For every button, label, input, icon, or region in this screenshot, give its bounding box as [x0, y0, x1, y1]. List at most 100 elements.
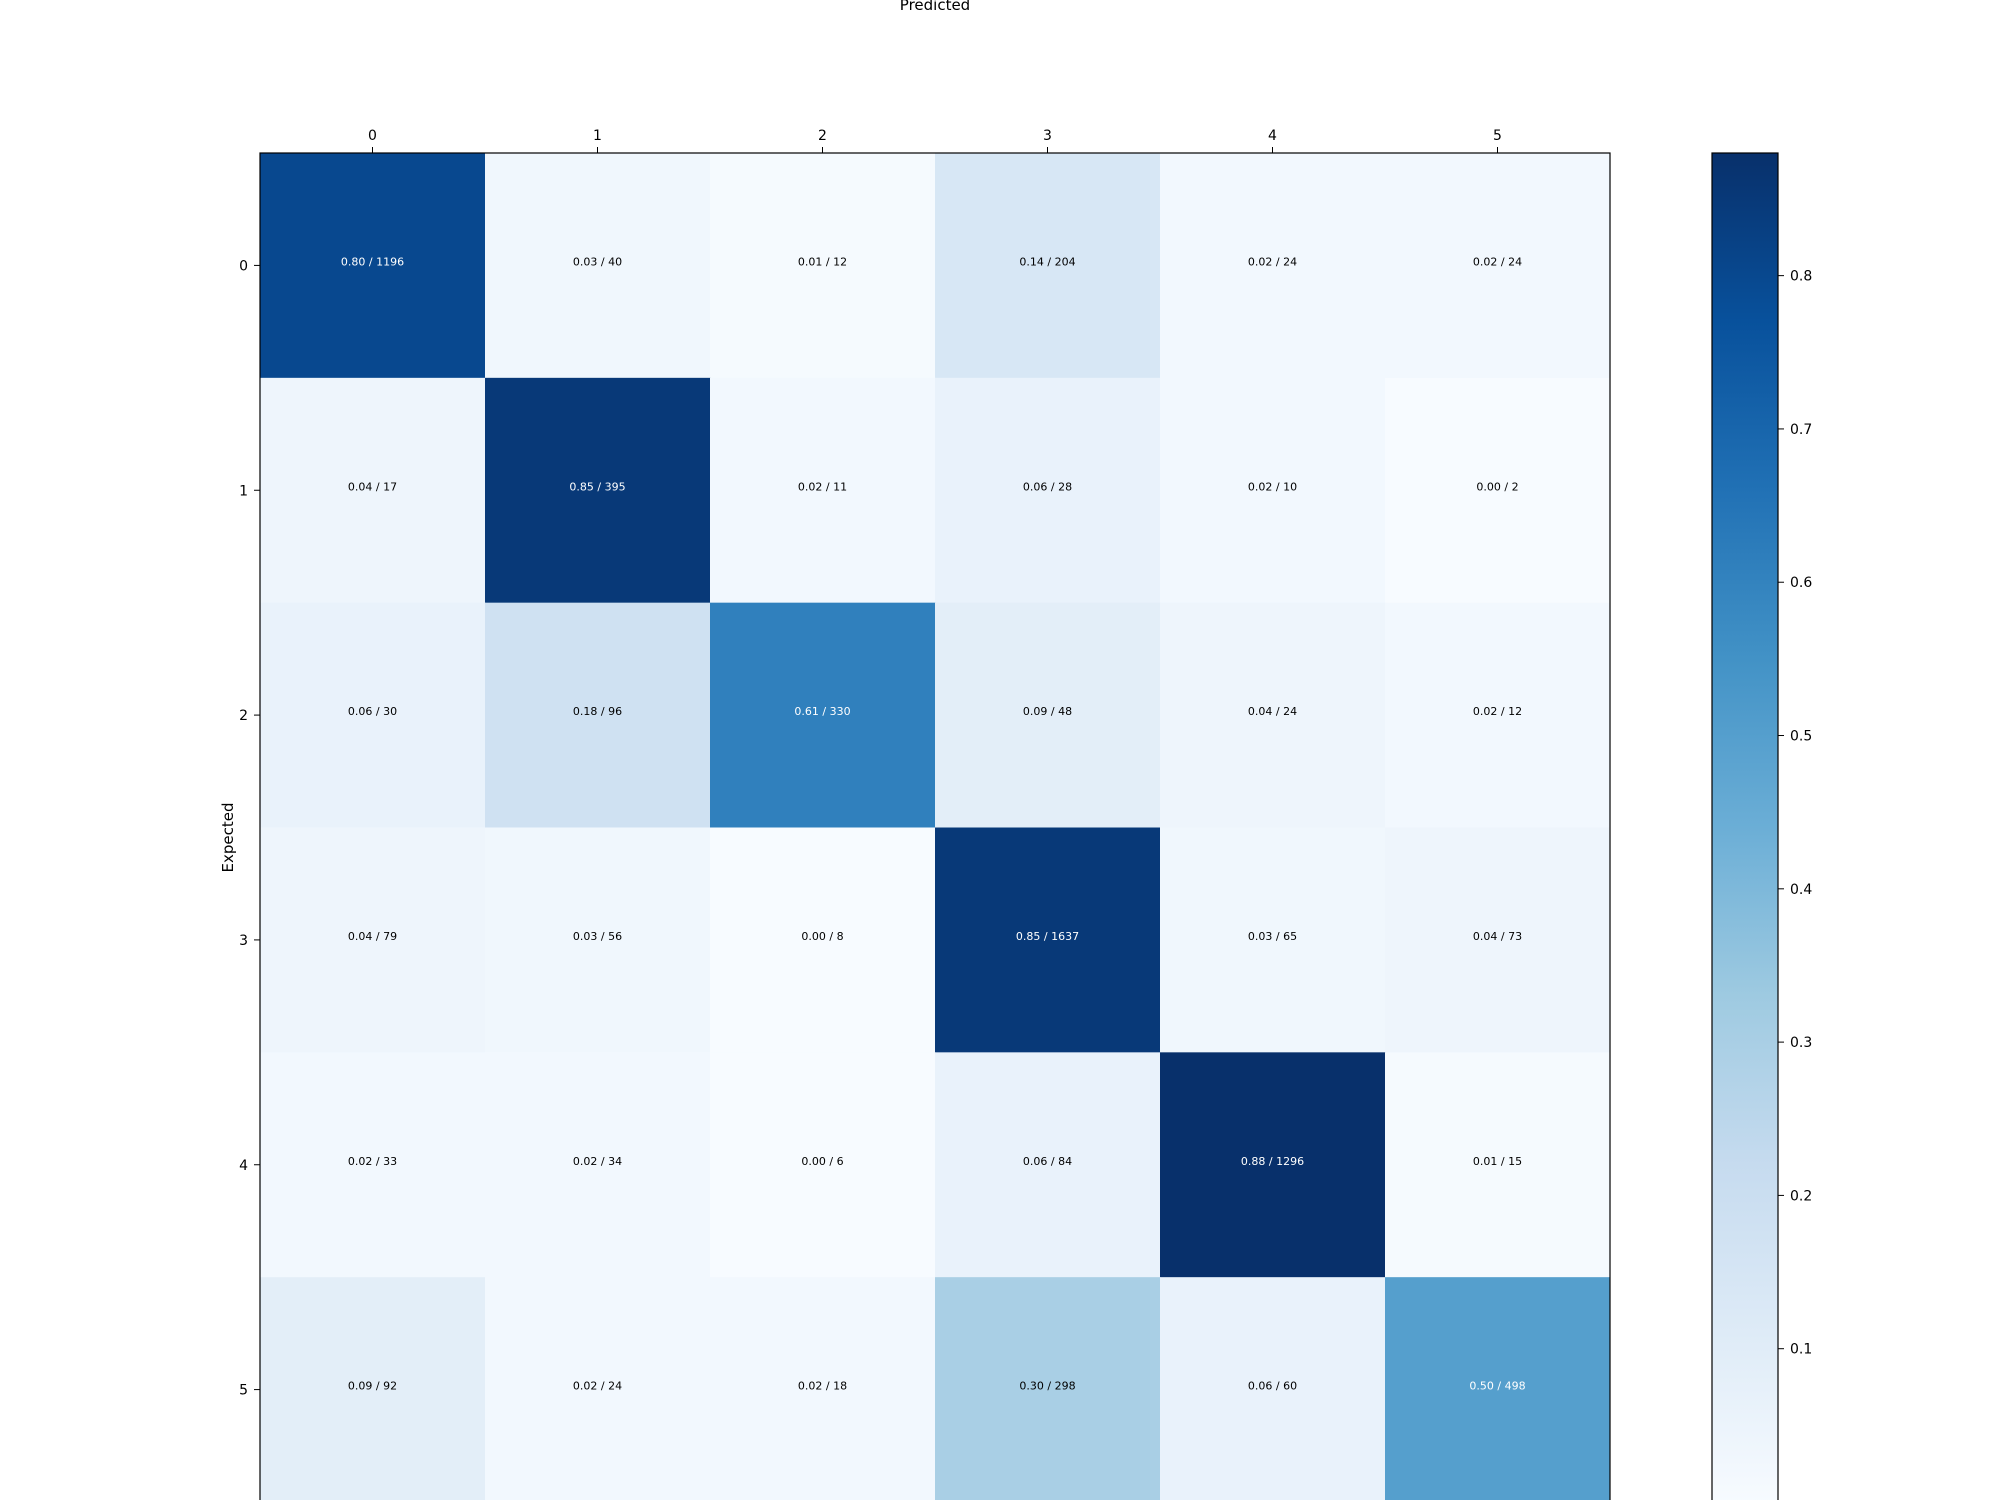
cell-value-label: 0.02 / 24	[1248, 255, 1297, 268]
cell-value-label: 0.03 / 40	[573, 255, 622, 268]
cell-value-label: 0.02 / 24	[573, 1380, 622, 1393]
colorbar-tick-label: 0.4	[1790, 882, 1812, 898]
cell-value-label: 0.04 / 73	[1473, 930, 1522, 943]
heatmap-cell	[1385, 1052, 1611, 1278]
heatmap-cells	[260, 153, 1611, 1500]
x-tick-label: 5	[1493, 128, 1502, 144]
x-tick-label: 1	[593, 128, 602, 144]
cell-value-label: 0.00 / 8	[801, 930, 843, 943]
heatmap-cell	[485, 1052, 711, 1278]
colorbar-tick-label: 0.1	[1790, 1342, 1812, 1358]
y-tick-label: 3	[239, 933, 248, 949]
heatmap-cell	[260, 602, 486, 828]
x-tick-label: 4	[1268, 128, 1277, 144]
cell-value-label: 0.85 / 1637	[1016, 930, 1079, 943]
heatmap-cell	[1160, 1277, 1386, 1500]
heatmap-cell	[260, 1277, 486, 1500]
y-tick-label: 2	[239, 708, 248, 724]
cell-value-label: 0.80 / 1196	[341, 255, 404, 268]
cell-value-label: 0.02 / 11	[798, 480, 847, 493]
heatmap-cell	[260, 153, 486, 379]
y-tick-label: 4	[239, 1158, 248, 1174]
y-tick-label: 5	[239, 1383, 248, 1399]
heatmap-cell	[710, 1052, 936, 1278]
cell-value-label: 0.00 / 2	[1476, 480, 1518, 493]
heatmap-cell	[485, 377, 711, 604]
heatmap-cell	[935, 377, 1161, 604]
colorbar-tick-label: 0.2	[1790, 1188, 1812, 1204]
colorbar-tick-label: 0.8	[1790, 269, 1812, 285]
heatmap-cell	[1385, 153, 1611, 379]
heatmap-cell	[710, 377, 936, 604]
y-tick-label: 1	[239, 483, 248, 499]
cell-value-label: 0.06 / 30	[348, 705, 397, 718]
heatmap-cell	[1385, 827, 1611, 1053]
cell-value-label: 0.04 / 79	[348, 930, 397, 943]
cell-value-label: 0.03 / 56	[573, 930, 622, 943]
heatmap-cell	[935, 1052, 1161, 1278]
cell-value-label: 0.61 / 330	[794, 705, 850, 718]
colorbar-tick-label: 0.6	[1790, 575, 1812, 591]
heatmap-cell	[935, 153, 1161, 379]
colorbar-tick-label: 0.5	[1790, 729, 1812, 745]
heatmap-cell	[1385, 602, 1611, 828]
colorbar-ticks: 0.1 0.2 0.3 0.4 0.5 0.6 0.7 0.8	[1778, 269, 1812, 1358]
cell-value-label: 0.85 / 395	[569, 480, 625, 493]
cell-value-label: 0.06 / 28	[1023, 480, 1072, 493]
cell-value-label: 0.02 / 12	[1473, 705, 1522, 718]
cell-value-labels: 0.80 / 1196 0.03 / 40 0.01 / 12 0.14 / 204 0…	[341, 255, 1526, 1392]
cell-value-label: 0.06 / 84	[1023, 1155, 1072, 1168]
heatmap-cell	[485, 602, 711, 828]
heatmap-cell	[1385, 1277, 1611, 1500]
cell-value-label: 0.02 / 18	[798, 1380, 847, 1393]
x-axis-ticks: 0 1 2 3 4 5	[368, 128, 1502, 153]
cell-value-label: 0.02 / 34	[573, 1155, 622, 1168]
heatmap-cell	[260, 827, 486, 1053]
cell-value-label: 0.02 / 24	[1473, 255, 1522, 268]
cell-value-label: 0.14 / 204	[1019, 255, 1075, 268]
heatmap-cell	[1160, 153, 1386, 379]
cell-value-label: 0.30 / 298	[1019, 1380, 1075, 1393]
cell-value-label: 0.02 / 33	[348, 1155, 397, 1168]
heatmap-cell	[485, 1277, 711, 1500]
heatmap-cell	[260, 377, 486, 604]
x-tick-label: 2	[818, 128, 827, 144]
heatmap-cell	[935, 1277, 1161, 1500]
plot-frame	[259, 152, 1611, 1500]
y-axis-ticks: 0 1 2 3 4 5	[239, 258, 260, 1399]
cell-value-label: 0.04 / 24	[1248, 705, 1297, 718]
heatmap-cell	[1160, 377, 1386, 604]
heatmap-cell	[485, 827, 711, 1053]
colorbar-tick-label: 0.7	[1790, 422, 1812, 438]
cell-value-label: 0.09 / 92	[348, 1380, 397, 1393]
heatmap-cell	[1385, 377, 1611, 604]
y-axis-title: Expected	[219, 803, 237, 873]
cell-value-label: 0.18 / 96	[573, 705, 622, 718]
cell-value-label: 0.50 / 498	[1469, 1380, 1525, 1393]
cell-value-label: 0.01 / 15	[1473, 1155, 1522, 1168]
heatmap-cell	[260, 1052, 486, 1278]
heatmap-cell	[710, 827, 936, 1053]
heatmap-cell	[710, 602, 936, 828]
x-tick-label: 0	[368, 128, 377, 144]
heatmap-cell	[485, 153, 711, 379]
x-axis-title: Predicted	[900, 0, 970, 14]
cell-value-label: 0.01 / 12	[798, 255, 847, 268]
cell-value-label: 0.06 / 60	[1248, 1380, 1297, 1393]
cell-value-label: 0.00 / 6	[801, 1155, 843, 1168]
cell-value-label: 0.04 / 17	[348, 480, 397, 493]
heatmap-cell	[1160, 1052, 1386, 1278]
colorbar-tick-label: 0.3	[1790, 1035, 1812, 1051]
cell-value-label: 0.09 / 48	[1023, 705, 1072, 718]
heatmap-cell	[1160, 827, 1386, 1053]
cell-value-label: 0.88 / 1296	[1241, 1155, 1304, 1168]
x-tick-label: 3	[1043, 128, 1052, 144]
heatmap-cell	[1160, 602, 1386, 828]
heatmap-cell	[710, 1277, 936, 1500]
cell-value-label: 0.03 / 65	[1248, 930, 1297, 943]
heatmap-cell	[935, 827, 1161, 1053]
heatmap-cell	[710, 153, 936, 379]
y-tick-label: 0	[239, 258, 248, 274]
colorbar	[1711, 152, 1779, 1500]
